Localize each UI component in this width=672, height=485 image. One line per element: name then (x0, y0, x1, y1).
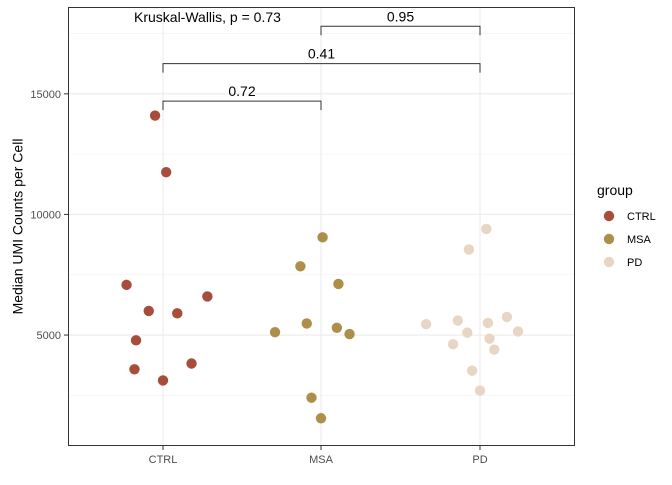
data-point-pd (484, 333, 495, 344)
data-point-msa (295, 261, 306, 272)
data-point-ctrl (172, 308, 183, 319)
legend-label-pd: PD (627, 257, 642, 269)
data-point-pd (512, 326, 524, 337)
data-point-msa (301, 318, 312, 329)
y-axis: 5000 10000 15000 (30, 89, 68, 342)
y-axis-title: Median UMI Counts per Cell (10, 139, 26, 315)
data-point-pd (420, 318, 432, 330)
comparison-bracket (320, 25, 481, 36)
data-point-ctrl (129, 364, 140, 375)
data-point-msa (269, 326, 281, 338)
data-point-msa (315, 413, 327, 424)
data-point-msa (317, 232, 328, 243)
data-point-msa (331, 322, 343, 334)
y-tick-label: 10000 (30, 209, 61, 221)
data-point-ctrl (149, 110, 161, 121)
legend-label-msa: MSA (627, 234, 652, 246)
plot-panel-border (68, 7, 575, 446)
data-point-pd (463, 244, 475, 255)
legend-title: group (597, 182, 633, 198)
comparison-p-value: 0.41 (308, 46, 335, 62)
comparison-p-value: 0.72 (228, 83, 255, 99)
kruskal-wallis-label: Kruskal-Wallis, p = 0.73 (134, 9, 281, 25)
comparison-p-value: 0.95 (387, 8, 414, 24)
x-tick-label: MSA (309, 454, 334, 466)
data-point-pd (474, 385, 486, 396)
data-point-pd (462, 327, 473, 338)
y-tick-label: 15000 (30, 89, 61, 101)
comparison-annotations: Kruskal-Wallis, p = 0.73 0.72 0.41 0.95 (134, 8, 481, 111)
x-axis: CTRL MSA PD (149, 446, 488, 466)
data-points (121, 110, 524, 424)
data-point-msa (333, 278, 344, 290)
data-point-pd (466, 365, 478, 376)
data-point-ctrl (186, 358, 197, 369)
legend-key-msa (603, 233, 615, 245)
data-point-ctrl (130, 335, 142, 346)
major-gridlines (68, 7, 575, 446)
legend: group CTRL MSA PD (597, 182, 656, 269)
legend-key-pd (603, 256, 615, 268)
data-point-pd (452, 315, 464, 326)
data-point-ctrl (121, 279, 132, 291)
data-point-pd (481, 223, 492, 235)
x-tick-label: PD (472, 454, 487, 466)
data-point-ctrl (160, 167, 172, 178)
y-tick-label: 5000 (37, 330, 61, 342)
data-point-ctrl (202, 291, 213, 302)
data-point-pd (482, 317, 494, 329)
data-point-msa (306, 392, 317, 403)
data-point-pd (447, 339, 459, 350)
data-point-pd (489, 344, 500, 355)
data-point-msa (344, 328, 355, 340)
data-point-ctrl (143, 305, 154, 317)
legend-key-ctrl (603, 210, 615, 222)
x-tick-label: CTRL (149, 454, 178, 466)
legend-label-ctrl: CTRL (627, 211, 656, 223)
data-point-ctrl (157, 375, 169, 386)
data-point-pd (501, 311, 513, 323)
comparison-bracket (162, 63, 481, 73)
comparison-bracket (162, 100, 322, 111)
